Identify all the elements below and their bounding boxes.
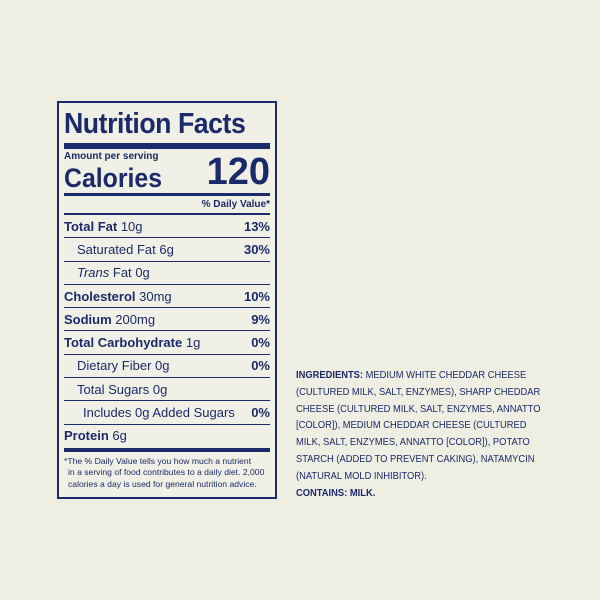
nutrient-name-suffix: Fat (112, 265, 132, 281)
calories-label: Calories (64, 163, 163, 193)
nutrient-row: Total Carbohydrate 1g 0% (64, 330, 270, 353)
divider (64, 193, 270, 196)
daily-value-header: % Daily Value* (201, 199, 270, 210)
nutrient-name: Total Sugars (77, 381, 150, 397)
nutrient-name: Cholesterol (64, 288, 136, 304)
nutrient-name: Sodium (64, 311, 112, 327)
footnote-line: *The % Daily Value tells you how much a … (64, 455, 252, 466)
nutrient-amount: 1g (185, 335, 201, 351)
nutrient-dv: 13% (243, 218, 270, 234)
ingredients-line: CHEESE (CULTURED MILK, SALT, ENZYMES, AN… (296, 403, 541, 415)
nutrient-dv: 30% (243, 241, 270, 257)
nutrient-amount: 0g (155, 358, 170, 374)
nutrient-name: Dietary Fiber (77, 358, 152, 374)
nutrient-row: Trans Fat 0g (64, 260, 270, 284)
nutrient-name: Total Carbohydrate (64, 335, 183, 351)
nutrient-dv: 0% (251, 405, 270, 421)
amount-per-serving: Amount per serving (64, 151, 159, 162)
label-title: Nutrition Facts (64, 108, 246, 140)
nutrient-row: Cholesterol 30mg 10% (64, 283, 270, 307)
nutrition-facts-label: Nutrition Facts Amount per serving Calor… (57, 101, 277, 499)
calories-value: 120 (206, 151, 270, 193)
nutrient-name: Protein (64, 428, 109, 444)
ingredients-line: MILK, SALT, ENZYMES, ANNATTO [COLOR]), P… (296, 437, 530, 449)
nutrient-amount: 0g (135, 265, 150, 281)
ingredients-line: (NATURAL MOLD INHIBITOR). (296, 470, 427, 482)
ingredients-heading: INGREDIENTS: (296, 370, 364, 381)
nutrient-row: Sodium 200mg 9% (64, 307, 270, 330)
nutrient-amount: 6g (159, 241, 174, 257)
footnote-line: calories a day is used for general nutri… (68, 478, 257, 489)
ingredients-line: (CULTURED MILK, SALT, ENZYMES), SHARP CH… (296, 386, 541, 398)
nutrient-name: Trans (77, 265, 110, 281)
nutrient-name: Saturated Fat (77, 241, 156, 257)
nutrient-name: Total Fat (64, 218, 118, 234)
nutrient-row: Total Sugars 0g (64, 377, 270, 400)
divider (64, 213, 270, 215)
divider (64, 143, 270, 149)
nutrient-dv: 0% (251, 358, 270, 374)
nutrient-row: Protein 6g (64, 423, 270, 447)
nutrient-amount: 0g (152, 381, 168, 397)
nutrient-amount: 30mg (139, 288, 172, 304)
ingredients-line: [COLOR]), MEDIUM CHEDDAR CHEESE (CULTURE… (296, 420, 527, 432)
nutrient-row: Total Fat 10g 13% (64, 215, 270, 237)
footnote-line: in a serving of food contributes to a da… (68, 467, 265, 478)
ingredients-block: INGREDIENTS: MEDIUM WHITE CHEDDAR CHEESE… (296, 368, 566, 502)
nutrient-dv: 10% (243, 288, 270, 304)
nutrient-dv: 9% (251, 311, 270, 327)
nutrient-name: Includes 0g Added Sugars (83, 405, 235, 421)
calories-left: Amount per serving Calories (64, 151, 171, 193)
footnote: *The % Daily Value tells you how much a … (64, 456, 270, 491)
ingredients-line: STARCH (ADDED TO PREVENT CAKING), NATAMY… (296, 453, 535, 465)
nutrient-amount: 6g (112, 428, 127, 444)
nutrient-row: Includes 0g Added Sugars 0% (64, 400, 270, 423)
nutrient-row: Saturated Fat 6g 30% (64, 237, 270, 260)
nutrient-amount: 10g (120, 218, 143, 234)
nutrient-dv: 0% (251, 335, 270, 351)
allergen-statement: CONTAINS: MILK. (296, 487, 376, 499)
nutrient-amount: 200mg (115, 311, 156, 327)
ingredients-line: MEDIUM WHITE CHEDDAR CHEESE (363, 370, 527, 381)
divider (64, 447, 270, 452)
calories-row: Amount per serving Calories 120 (64, 151, 270, 193)
nutrient-row: Dietary Fiber 0g 0% (64, 353, 270, 377)
